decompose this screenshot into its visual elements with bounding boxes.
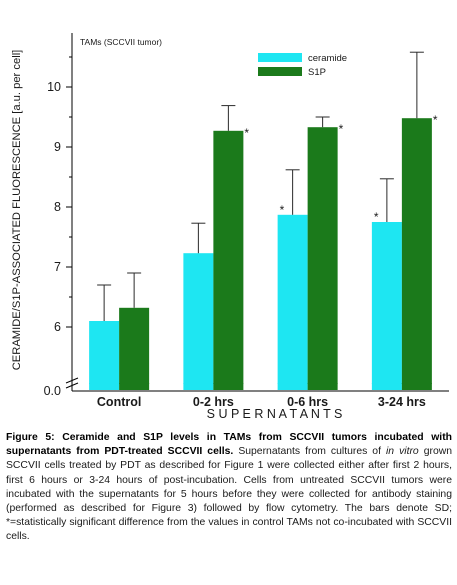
y-tick-label: 10 (47, 80, 61, 94)
legend-label: ceramide (308, 53, 347, 64)
bar-base-ceramide (277, 383, 308, 390)
y-tick-label: 7 (54, 260, 61, 274)
bar-base-ceramide (183, 383, 214, 390)
legend-swatch-ceramide (258, 53, 302, 62)
significance-marker: * (280, 203, 285, 217)
bar-ceramide (371, 222, 402, 384)
bar-base-ceramide (371, 383, 402, 390)
bar-base-s1p (401, 383, 432, 390)
significance-marker: * (433, 113, 438, 127)
caption-text-2: grown SCCVII cells treated by PDT as des… (6, 446, 453, 543)
bar-base-ceramide (89, 383, 120, 390)
bar-chart: 6 7 8 9 10 0.0 CERAMIDE/S1P-ASSOCIATED FLUORES… (11, 33, 449, 418)
bar-ceramide (183, 253, 214, 384)
bar-base-s1p (119, 383, 150, 390)
figure-caption: Figure 5: Ceramide and S1P levels in TAM… (6, 431, 452, 545)
bar-ceramide (277, 214, 308, 384)
legend-label: S1P (308, 67, 326, 78)
x-axis-label: S U P E R N A T A N T S (207, 407, 343, 418)
caption-text-1: Supernatants from cultures of (233, 446, 386, 458)
x-tick-label: Control (97, 395, 141, 409)
bar-s1p (401, 118, 432, 384)
bar-base-s1p (307, 383, 338, 390)
bar-s1p (213, 130, 244, 384)
bar-ceramide (89, 321, 120, 384)
chart-inset-title: TAMs (SCCVII tumor) (80, 37, 162, 47)
bar-s1p (119, 307, 150, 384)
caption-italic: in vitro (385, 446, 419, 458)
significance-marker: * (244, 126, 249, 140)
y-tick-label: 6 (54, 320, 61, 334)
significance-marker: * (339, 122, 344, 136)
y-tick-label: 8 (54, 200, 61, 214)
x-tick-label: 3-24 hrs (378, 395, 426, 409)
x-tick-label: 0-2 hrs (193, 395, 234, 409)
y-axis-label: CERAMIDE/S1P-ASSOCIATED FLUORESCENCE [a.… (11, 50, 23, 371)
figure-title: Figure 5: Ceramide and S1P levels in TAM… (6, 432, 452, 458)
bar-s1p (307, 127, 338, 384)
bar-base-s1p (213, 383, 244, 390)
legend-swatch-s1p (258, 67, 302, 76)
x-tick-label: 0-6 hrs (287, 395, 328, 409)
y-tick-label: 9 (54, 140, 61, 154)
significance-marker: * (374, 210, 379, 224)
y-zero-label: 0.0 (44, 384, 61, 398)
axis-break-mark (65, 377, 79, 389)
